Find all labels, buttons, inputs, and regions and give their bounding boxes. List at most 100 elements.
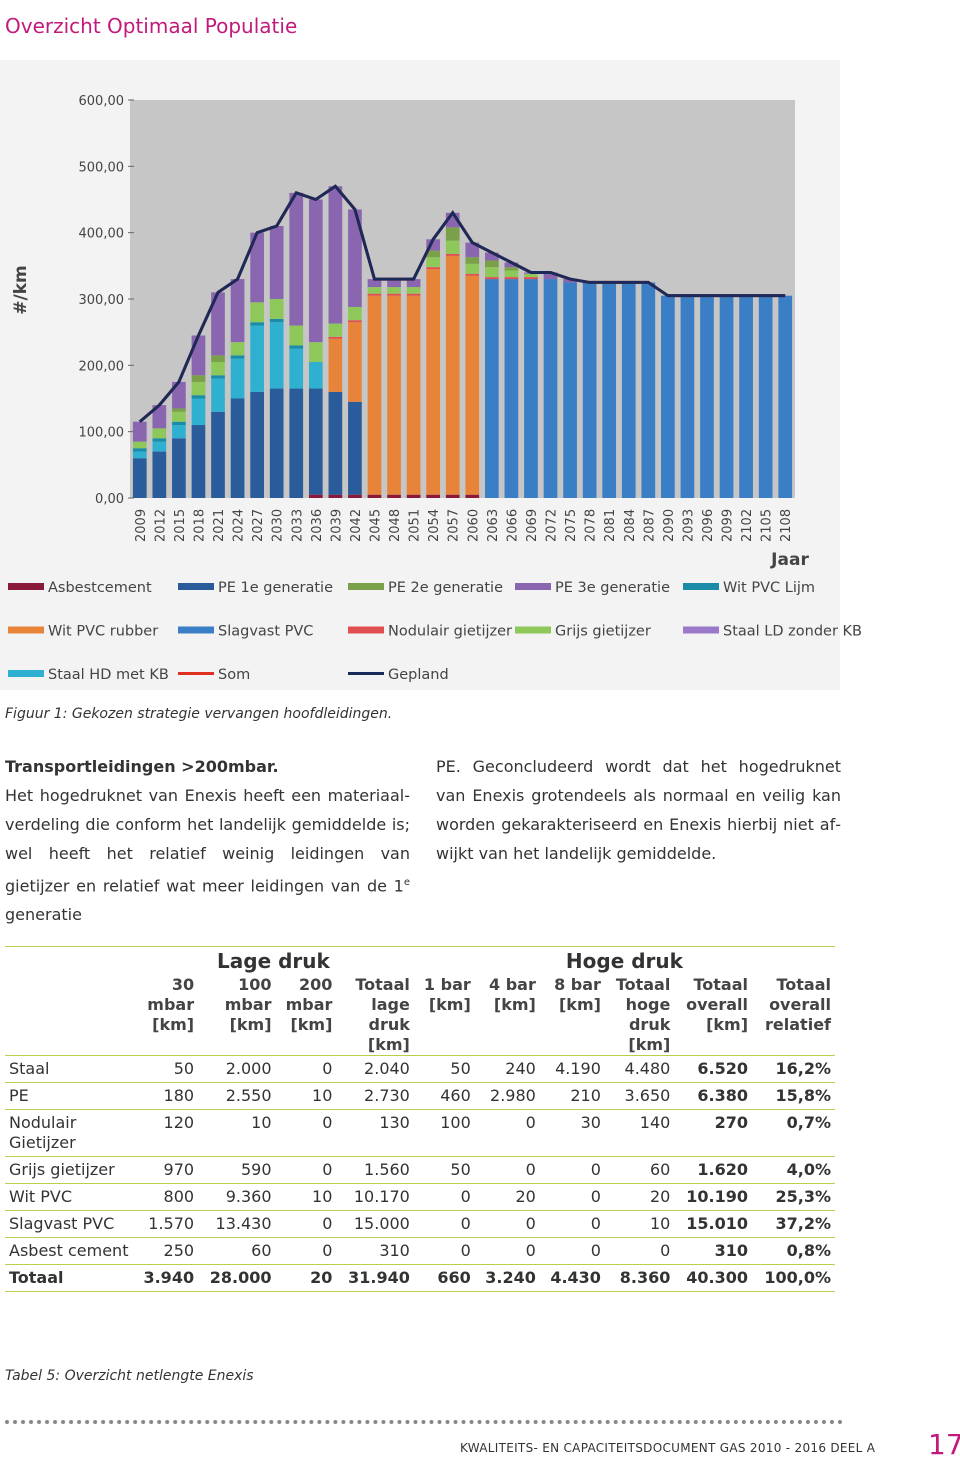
- bar-segment: [387, 295, 401, 495]
- x-tick-label: 2093: [681, 509, 696, 542]
- header-line: mbar: [285, 995, 333, 1014]
- bar-segment: [406, 494, 421, 498]
- header-line: druk: [628, 1015, 671, 1034]
- bar-segment: [172, 438, 186, 498]
- table-cell: 1.570: [133, 1210, 199, 1238]
- chart: Overzicht Optimaal Populatie #/km Jaar 0…: [0, 14, 862, 690]
- table-cell: 250: [133, 1237, 199, 1265]
- table-cell: 1.560: [336, 1156, 414, 1184]
- x-axis-label: Jaar: [770, 550, 809, 570]
- table-cell: 6.520: [674, 1055, 753, 1083]
- header-line: 200: [299, 975, 333, 994]
- x-tick-label: 2078: [584, 509, 599, 542]
- bar-segment: [269, 299, 284, 319]
- column-header: 1 bar [km]: [414, 975, 475, 1056]
- table-cell: 0: [474, 1237, 540, 1265]
- bar-segment: [230, 279, 245, 343]
- header-row: 30 mbar [km] 100 mbar [km] 200 mbar [km] Totaal la…: [5, 975, 835, 1056]
- header-line: 30: [171, 975, 195, 994]
- x-tick-label: 2096: [701, 509, 716, 542]
- bar-segment: [348, 494, 362, 498]
- column-header: Totaal lage druk [km]: [336, 975, 413, 1056]
- bar-segment: [211, 378, 225, 412]
- bar-segment: [191, 381, 206, 396]
- group-header: Hoge druk: [413, 946, 835, 975]
- header-line: [km]: [229, 1015, 272, 1034]
- bar-segment: [367, 279, 382, 288]
- bar-segment: [308, 388, 323, 495]
- bar-segment: [348, 306, 362, 321]
- table-row: Totaal 3.940 28.000 20 31.940 660 3.240 4.430 8.…: [5, 1264, 835, 1292]
- bar-segment: [543, 279, 558, 498]
- bar-segment: [132, 421, 147, 442]
- header-line: Totaal: [355, 975, 410, 994]
- bar-segment: [582, 282, 597, 498]
- bar-segment: [269, 318, 284, 323]
- header-line: [km]: [628, 1035, 671, 1054]
- x-tick-label: 2063: [486, 509, 501, 542]
- bar-segment: [426, 494, 441, 498]
- table-cell: 0: [474, 1210, 540, 1238]
- header-line: [km]: [706, 1015, 749, 1034]
- table-cell: 3.650: [604, 1082, 675, 1110]
- bar-segment: [367, 295, 382, 495]
- bar-segment: [484, 252, 499, 261]
- x-tick-label: 2051: [408, 509, 423, 542]
- bar-segment: [191, 395, 206, 399]
- legend-label: Som: [218, 667, 250, 683]
- x-tick-label: 2054: [427, 509, 442, 542]
- bar-segment: [328, 494, 343, 498]
- legend-swatch: [515, 626, 551, 634]
- table-cell: Asbest cement: [5, 1237, 133, 1265]
- table-cell: 60: [604, 1156, 675, 1184]
- legend-label: Staal LD zonder KB: [723, 624, 862, 640]
- bar-segment: [524, 277, 538, 280]
- bar-segment: [739, 295, 753, 498]
- bar-segment: [250, 325, 264, 392]
- bar-segment: [426, 267, 441, 270]
- bar-segment: [445, 255, 460, 495]
- bar-segment: [152, 405, 167, 429]
- bar-segment: [445, 494, 460, 498]
- table-cell: 20: [275, 1264, 337, 1292]
- bar-segment: [348, 401, 362, 495]
- bar-segment: [465, 275, 480, 495]
- legend-label: PE 3e generatie: [555, 580, 670, 596]
- bar-segment: [348, 322, 362, 402]
- bar-segment: [172, 425, 186, 439]
- table-cell: 180: [133, 1082, 199, 1110]
- legend-swatch: [348, 672, 384, 675]
- table-cell: 1.620: [674, 1156, 753, 1184]
- bar-segment: [367, 293, 382, 296]
- table-cell: 0: [413, 1210, 475, 1238]
- header-line: Totaal: [693, 975, 749, 994]
- table-cell: 270: [674, 1109, 753, 1157]
- table-row: Grijs giet­ijzer 970 590 0 1.560 50 0 0 60 1.620 4…: [5, 1156, 835, 1184]
- table-cell: PE: [5, 1082, 133, 1110]
- table-cell: 3.240: [474, 1264, 540, 1292]
- table-cell: 0,8%: [752, 1237, 835, 1265]
- bar-segment: [719, 295, 734, 498]
- bar-segment: [484, 260, 499, 268]
- bar-segment: [426, 239, 441, 251]
- group-row: Lage druk Hoge druk: [5, 946, 835, 975]
- bar-segment: [465, 263, 480, 274]
- x-tick-label: 2009: [134, 509, 149, 542]
- header-line: mbar: [224, 995, 272, 1014]
- table-cell: 30: [539, 1109, 605, 1157]
- bar-segment: [308, 362, 323, 389]
- bar-segment: [269, 388, 284, 498]
- bar-segment: [445, 227, 460, 241]
- table-cell: 130: [336, 1109, 414, 1157]
- table-cell: 15,8%: [752, 1082, 835, 1110]
- table-cell: 2.040: [336, 1055, 414, 1083]
- table-cell: 0: [474, 1109, 540, 1157]
- bar-segment: [250, 391, 264, 498]
- line: [138, 184, 786, 423]
- bar-segment: [445, 253, 460, 256]
- x-tick-label: 2102: [740, 509, 755, 542]
- bar-segment: [269, 226, 284, 299]
- table-cell: 0,7%: [752, 1109, 835, 1157]
- x-tick-label: 2012: [153, 509, 168, 542]
- header-line: hoge: [625, 995, 671, 1014]
